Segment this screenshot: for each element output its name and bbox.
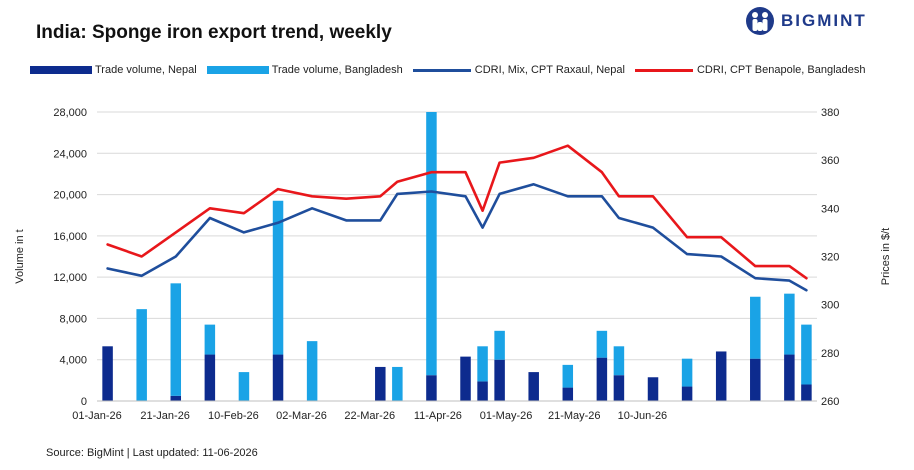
y2-tick-label: 280 — [821, 348, 839, 360]
bar-nepal — [750, 358, 761, 401]
y2-tick-label: 300 — [821, 300, 839, 312]
bar-nepal — [204, 354, 216, 401]
bar-bangladesh — [750, 296, 761, 359]
chart-plot: 0 4,000 8,000 12,000 16,000 20,000 24,000 28,00… — [14, 107, 892, 422]
y-tick-label: 20,000 — [53, 190, 87, 202]
bar-bangladesh — [170, 283, 182, 396]
x-tick-label: 02-Mar-26 — [276, 410, 327, 422]
legend-label-benapole-price: CDRI, CPT Benapole, Bangladesh — [696, 64, 866, 76]
bar-nepal — [102, 346, 113, 401]
legend-label-bangladesh-volume: Trade volume, Bangladesh — [271, 64, 403, 76]
x-tick-label: 11-Apr-26 — [414, 410, 462, 422]
bar-nepal — [681, 386, 693, 401]
bar-nepal — [596, 357, 608, 401]
bar-nepal — [613, 375, 625, 401]
y-tick-label: 16,000 — [53, 231, 87, 243]
bar-bangladesh — [784, 293, 795, 355]
bar-bangladesh — [801, 324, 812, 385]
x-tick-label: 10-Jun-26 — [618, 410, 668, 422]
bar-nepal — [426, 375, 437, 401]
bar-nepal — [562, 387, 574, 401]
legend-item-raxaul-price: CDRI, Mix, CPT Raxaul, Nepal — [412, 64, 625, 76]
y2-axis-label: Prices in $/t — [880, 228, 892, 285]
bar-nepal — [528, 372, 539, 401]
legend-label-nepal-volume: Trade volume, Nepal — [95, 64, 197, 76]
legend-item-bangladesh-volume: Trade volume, Bangladesh — [206, 64, 403, 76]
bar-nepal — [460, 356, 471, 401]
line-raxaul-price — [106, 183, 808, 292]
bigmint-logo-icon — [746, 7, 774, 35]
bar-nepal — [801, 384, 812, 401]
x-tick-label: 01-Jan-26 — [72, 410, 122, 422]
bar-bangladesh — [562, 364, 574, 388]
x-tick-label: 22-Mar-26 — [344, 410, 395, 422]
bar-bangladesh — [204, 324, 216, 355]
bar-bangladesh — [596, 330, 608, 358]
x-tick-label: 21-May-26 — [548, 410, 601, 422]
y2-tick-label: 260 — [821, 396, 839, 408]
bar-nepal — [272, 354, 284, 401]
x-tick-label: 10-Feb-26 — [208, 410, 259, 422]
y-tick-label: 12,000 — [53, 272, 87, 284]
bar-bangladesh — [306, 341, 318, 401]
bar-bangladesh — [613, 346, 625, 376]
brand-logo: BIGMINT — [745, 6, 867, 36]
bar-nepal — [494, 359, 505, 401]
y2-tick-label: 340 — [821, 203, 839, 215]
source-note: Source: BigMint | Last updated: 11-06-20… — [46, 447, 258, 459]
y-tick-label: 24,000 — [53, 148, 87, 160]
bar-bangladesh — [136, 309, 147, 401]
bar-bangladesh — [494, 330, 505, 360]
chart-legend: Trade volume, Nepal Trade volume, Bangla… — [30, 64, 876, 76]
legend-item-benapole-price: CDRI, CPT Benapole, Bangladesh — [634, 64, 866, 76]
bar-nepal — [715, 351, 727, 401]
x-tick-label: 21-Jan-26 — [140, 410, 190, 422]
legend-label-raxaul-price: CDRI, Mix, CPT Raxaul, Nepal — [474, 64, 625, 76]
bar-bangladesh — [238, 372, 250, 401]
y-tick-label: 8,000 — [59, 313, 87, 325]
x-tick-label: 01-May-26 — [480, 410, 533, 422]
y2-tick-label: 320 — [821, 252, 839, 264]
bar-bangladesh — [681, 358, 693, 387]
bar-bangladesh — [426, 112, 437, 376]
bar-nepal — [375, 366, 386, 401]
legend-swatch-nepal-volume — [30, 66, 92, 74]
y-tick-label: 28,000 — [53, 107, 87, 119]
bar-nepal — [784, 354, 795, 401]
legend-swatch-bangladesh-volume — [206, 66, 269, 74]
legend-item-nepal-volume: Trade volume, Nepal — [30, 64, 197, 76]
bar-bangladesh — [272, 200, 284, 355]
legend-swatch-raxaul-price — [412, 68, 471, 72]
brand-name: BIGMINT — [781, 11, 867, 30]
legend-swatch-benapole-price — [634, 68, 693, 72]
y2-tick-label: 380 — [821, 107, 839, 119]
bar-bangladesh — [392, 366, 403, 401]
chart-title: India: Sponge iron export trend, weekly — [36, 22, 392, 43]
line-benapole-price — [106, 144, 808, 280]
y2-tick-label: 360 — [821, 155, 839, 167]
bar-nepal — [170, 395, 182, 401]
y-tick-label: 0 — [81, 396, 87, 408]
bar-bangladesh — [477, 346, 488, 382]
y-axis-label: Volume in t — [14, 229, 26, 283]
bar-nepal — [647, 377, 659, 401]
bar-nepal — [477, 381, 488, 401]
y-tick-label: 4,000 — [59, 355, 87, 367]
